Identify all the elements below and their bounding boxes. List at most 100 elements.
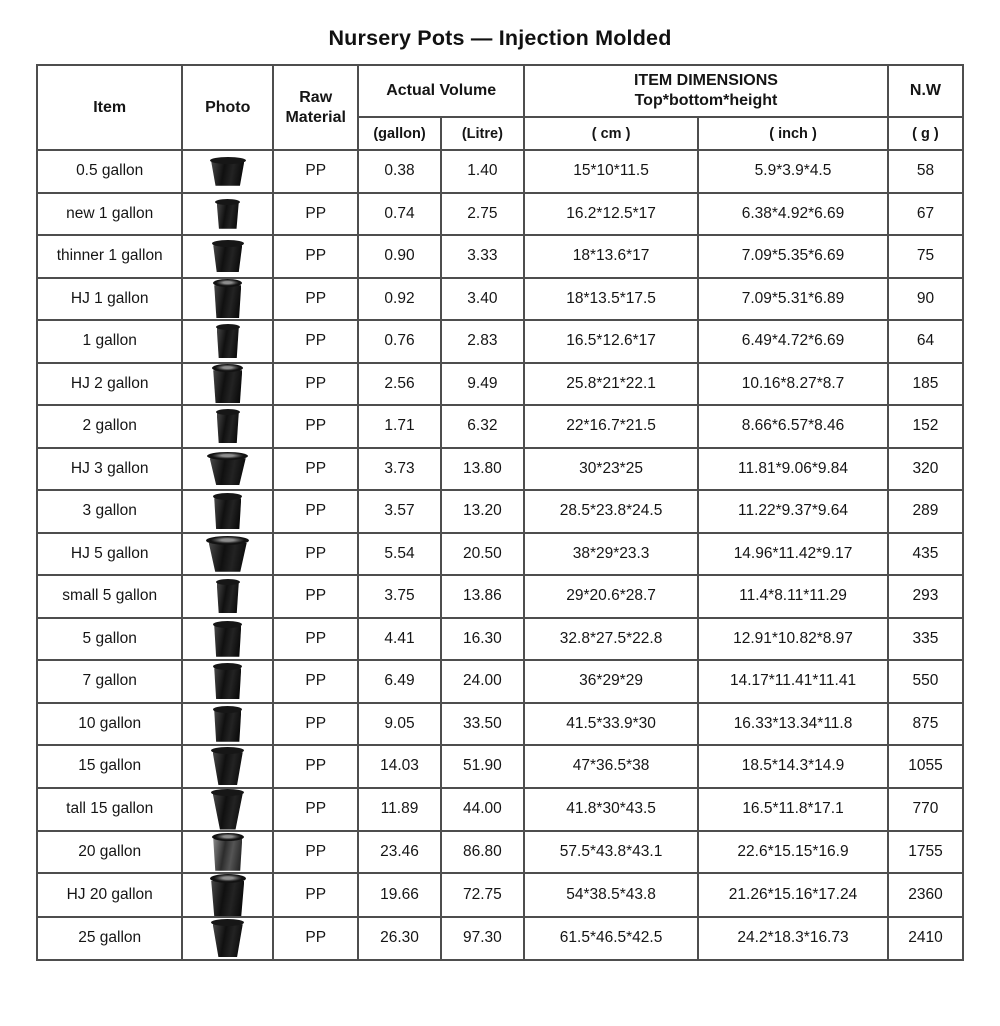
pot-rim — [212, 364, 244, 373]
pot-body — [216, 413, 239, 444]
net-weight-value: 320 — [886, 446, 965, 491]
volume-gallon-value: 0.76 — [357, 319, 442, 364]
dimensions-cm-value: 57.5*43.8*43.1 — [523, 829, 700, 874]
net-weight-value: 335 — [886, 616, 965, 661]
volume-gallon-value: 26.30 — [357, 916, 442, 961]
col-header-item: Item — [35, 64, 184, 151]
dimensions-inch-value: 16.33*13.34*11.8 — [697, 701, 889, 746]
dimensions-cm-value: 15*10*11.5 — [523, 149, 700, 194]
pot-body — [214, 285, 242, 319]
pot-rim — [211, 832, 244, 841]
item-dimensions-line1: ITEM DIMENSIONS — [633, 72, 778, 89]
subheader-litre: (Litre) — [439, 116, 526, 151]
item-dimensions-line2: Top*bottom*height — [634, 92, 778, 109]
volume-gallon-value: 3.57 — [357, 489, 442, 534]
volume-gallon-value: 0.38 — [357, 149, 442, 194]
dimensions-inch-value: 11.4*8.11*11.29 — [697, 574, 889, 619]
volume-gallon-value: 23.46 — [357, 829, 442, 874]
dimensions-cm-value: 18*13.5*17.5 — [523, 276, 700, 321]
pot-photo-icon — [185, 919, 270, 958]
item-name: 0.5 gallon — [35, 149, 184, 194]
raw-material-value: PP — [272, 276, 360, 321]
raw-material-value: PP — [272, 701, 360, 746]
raw-material-value: PP — [272, 786, 360, 832]
photo-cell — [181, 916, 275, 961]
pot-rim — [211, 747, 245, 755]
table-row: HJ 20 gallon PP 19.66 72.75 54*38.5*43.8… — [35, 872, 965, 918]
item-name: small 5 gallon — [35, 574, 184, 619]
pot-photo-icon — [185, 788, 270, 830]
volume-gallon-value: 0.74 — [357, 191, 442, 236]
raw-material-value: PP — [272, 191, 360, 236]
table-row: 15 gallon PP 14.03 51.90 47*36.5*38 18.5… — [35, 744, 965, 789]
pot-photo-icon — [185, 156, 270, 186]
table-row: new 1 gallon PP 0.74 2.75 16.2*12.5*17 6… — [35, 191, 965, 236]
pot-photo-icon — [185, 364, 270, 404]
raw-material-value: PP — [272, 829, 360, 874]
volume-litre-value: 33.50 — [439, 701, 526, 746]
volume-litre-value: 6.32 — [439, 404, 526, 449]
volume-litre-value: 51.90 — [439, 744, 526, 789]
dimensions-cm-value: 16.2*12.5*17 — [523, 191, 700, 236]
item-name: 3 gallon — [35, 489, 184, 534]
dimensions-cm-value: 18*13.6*17 — [523, 234, 700, 279]
raw-material-value: PP — [272, 234, 360, 279]
volume-litre-value: 13.86 — [439, 574, 526, 619]
raw-material-value: PP — [272, 446, 360, 491]
dimensions-inch-value: 18.5*14.3*14.9 — [697, 744, 889, 789]
dimensions-cm-value: 36*29*29 — [523, 659, 700, 704]
volume-gallon-value: 6.49 — [357, 659, 442, 704]
table-row: HJ 5 gallon PP 5.54 20.50 38*29*23.3 14.… — [35, 531, 965, 576]
pot-photo-icon — [185, 279, 270, 319]
pot-photo-icon — [185, 620, 270, 657]
volume-gallon-value: 14.03 — [357, 744, 442, 789]
net-weight-value: 289 — [886, 489, 965, 534]
volume-litre-value: 44.00 — [439, 786, 526, 832]
net-weight-value: 550 — [886, 659, 965, 704]
table-row: 25 gallon PP 26.30 97.30 61.5*46.5*42.5 … — [35, 916, 965, 961]
photo-cell — [181, 872, 275, 918]
table-row: thinner 1 gallon PP 0.90 3.33 18*13.6*17… — [35, 234, 965, 279]
col-header-nw: N.W — [886, 64, 965, 118]
volume-litre-value: 2.83 — [439, 319, 526, 364]
net-weight-value: 185 — [886, 361, 965, 406]
pot-photo-icon — [185, 198, 270, 229]
photo-cell — [181, 829, 275, 874]
pot-body — [214, 498, 242, 530]
net-weight-value: 1055 — [886, 744, 965, 789]
dimensions-cm-value: 47*36.5*38 — [523, 744, 700, 789]
volume-litre-value: 13.80 — [439, 446, 526, 491]
net-weight-value: 1755 — [886, 829, 965, 874]
pot-rim — [213, 279, 243, 288]
net-weight-value: 293 — [886, 574, 965, 619]
pot-rim — [213, 493, 243, 501]
item-name: 1 gallon — [35, 319, 184, 364]
photo-cell — [181, 149, 275, 194]
pot-rim — [209, 156, 246, 164]
volume-litre-value: 20.50 — [439, 531, 526, 576]
item-name: HJ 3 gallon — [35, 446, 184, 491]
pot-body — [216, 583, 239, 614]
photo-cell — [181, 744, 275, 789]
pot-photo-icon — [185, 705, 270, 742]
pot-photo-icon — [185, 579, 270, 614]
net-weight-value: 58 — [886, 149, 965, 194]
item-name: 10 gallon — [35, 701, 184, 746]
pot-rim — [213, 620, 243, 628]
net-weight-value: 435 — [886, 531, 965, 576]
photo-cell — [181, 276, 275, 321]
item-name: HJ 1 gallon — [35, 276, 184, 321]
pot-photo-icon — [185, 409, 270, 444]
dimensions-cm-value: 28.5*23.8*24.5 — [523, 489, 700, 534]
item-name: tall 15 gallon — [35, 786, 184, 832]
dimensions-inch-value: 11.81*9.06*9.84 — [697, 446, 889, 491]
raw-material-value: PP — [272, 489, 360, 534]
raw-material-value: PP — [272, 872, 360, 918]
dimensions-cm-value: 29*20.6*28.7 — [523, 574, 700, 619]
dimensions-inch-value: 7.09*5.35*6.69 — [697, 234, 889, 279]
item-name: thinner 1 gallon — [35, 234, 184, 279]
item-name: 20 gallon — [35, 829, 184, 874]
dimensions-inch-value: 6.38*4.92*6.69 — [697, 191, 889, 236]
raw-material-value: PP — [272, 744, 360, 789]
photo-cell — [181, 659, 275, 704]
